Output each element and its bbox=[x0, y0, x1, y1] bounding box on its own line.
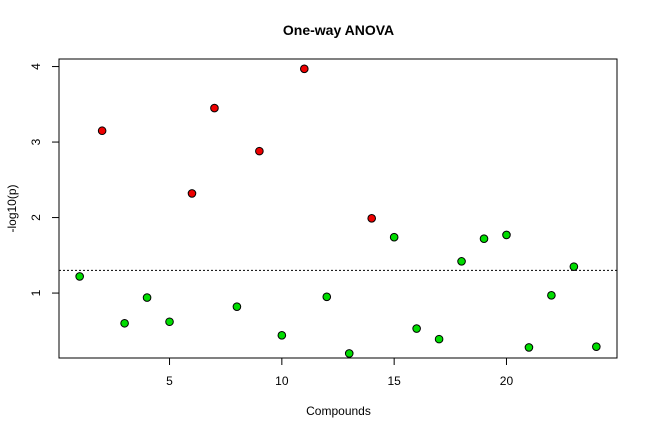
data-points bbox=[75, 64, 601, 358]
non-significant-point bbox=[120, 318, 129, 328]
significant-point bbox=[97, 126, 107, 136]
y-tick-label: 2 bbox=[29, 214, 43, 221]
x-axis-label: Compounds bbox=[306, 404, 371, 418]
non-significant-point bbox=[277, 331, 287, 340]
non-significant-point bbox=[232, 302, 242, 311]
non-significant-point bbox=[322, 292, 332, 302]
y-tick-label: 3 bbox=[29, 138, 43, 145]
chart-title: One-way ANOVA bbox=[283, 22, 394, 38]
x-tick-label: 5 bbox=[166, 374, 173, 388]
non-significant-point bbox=[457, 257, 466, 266]
non-significant-point bbox=[389, 232, 399, 242]
non-significant-point bbox=[75, 272, 84, 281]
x-tick-label: 10 bbox=[275, 374, 289, 388]
non-significant-point bbox=[592, 342, 601, 351]
non-significant-point bbox=[165, 317, 174, 327]
x-tick-label: 20 bbox=[500, 374, 514, 388]
non-significant-point bbox=[142, 293, 152, 302]
plot-frame bbox=[58, 58, 618, 359]
y-axis: 1 2 3 4 bbox=[29, 63, 60, 296]
significant-point bbox=[367, 214, 376, 223]
x-tick-label: 15 bbox=[387, 374, 401, 388]
y-axis-label: -log10(p) bbox=[5, 184, 19, 232]
non-significant-point bbox=[344, 349, 354, 358]
non-significant-point bbox=[569, 262, 579, 271]
significant-point bbox=[187, 189, 197, 198]
y-tick-label: 1 bbox=[29, 289, 43, 296]
non-significant-point bbox=[524, 343, 534, 352]
significant-point bbox=[255, 146, 264, 156]
x-axis: 5 10 15 20 bbox=[166, 357, 514, 388]
non-significant-point bbox=[412, 324, 421, 333]
significant-point bbox=[300, 64, 309, 74]
y-tick-label: 4 bbox=[29, 63, 43, 70]
non-significant-point bbox=[479, 234, 489, 244]
non-significant-point bbox=[547, 291, 556, 300]
non-significant-point bbox=[434, 334, 444, 344]
non-significant-point bbox=[502, 230, 511, 240]
significant-point bbox=[210, 103, 219, 113]
